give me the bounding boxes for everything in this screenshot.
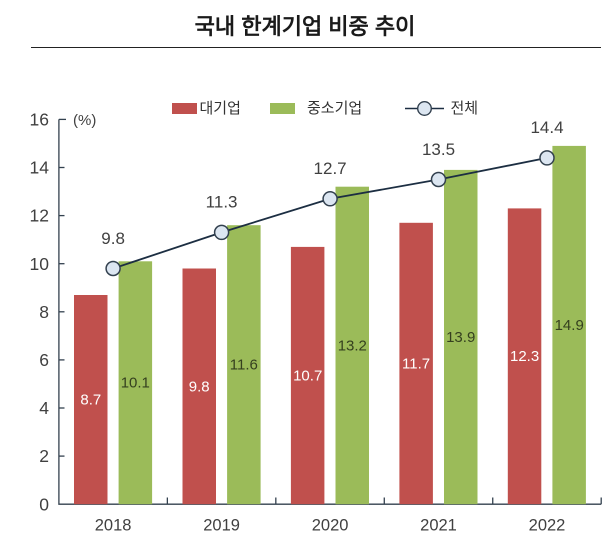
svg-text:10.1: 10.1 <box>121 375 150 392</box>
svg-text:6: 6 <box>39 350 49 370</box>
svg-text:4: 4 <box>39 398 49 418</box>
svg-text:대기업: 대기업 <box>200 100 241 117</box>
svg-text:10.7: 10.7 <box>293 367 322 384</box>
svg-text:11.3: 11.3 <box>206 193 238 212</box>
svg-text:12: 12 <box>30 206 49 226</box>
svg-text:14.4: 14.4 <box>530 118 563 137</box>
svg-text:2019: 2019 <box>203 517 240 535</box>
svg-text:13.9: 13.9 <box>446 329 475 346</box>
svg-text:8: 8 <box>39 302 49 322</box>
svg-text:0: 0 <box>39 494 49 514</box>
svg-text:2018: 2018 <box>95 517 132 535</box>
svg-text:(%): (%) <box>73 112 96 129</box>
svg-text:9.8: 9.8 <box>189 378 210 395</box>
svg-text:12.7: 12.7 <box>314 159 347 178</box>
svg-text:13.2: 13.2 <box>338 337 367 354</box>
svg-text:12.3: 12.3 <box>510 348 539 365</box>
svg-text:14.9: 14.9 <box>555 317 584 334</box>
svg-text:2021: 2021 <box>420 517 457 535</box>
svg-text:2022: 2022 <box>529 517 566 535</box>
svg-text:2020: 2020 <box>312 517 349 535</box>
svg-text:10: 10 <box>30 254 50 274</box>
svg-text:14: 14 <box>30 158 50 178</box>
svg-text:9.8: 9.8 <box>101 229 125 248</box>
svg-text:8.7: 8.7 <box>80 392 101 409</box>
svg-text:16: 16 <box>30 110 49 130</box>
svg-text:중소기업: 중소기업 <box>307 100 362 117</box>
svg-text:2: 2 <box>39 446 49 466</box>
svg-text:13.5: 13.5 <box>422 140 455 159</box>
svg-text:11.6: 11.6 <box>230 357 258 374</box>
svg-text:11.7: 11.7 <box>402 355 430 372</box>
svg-text:전체: 전체 <box>451 100 479 117</box>
